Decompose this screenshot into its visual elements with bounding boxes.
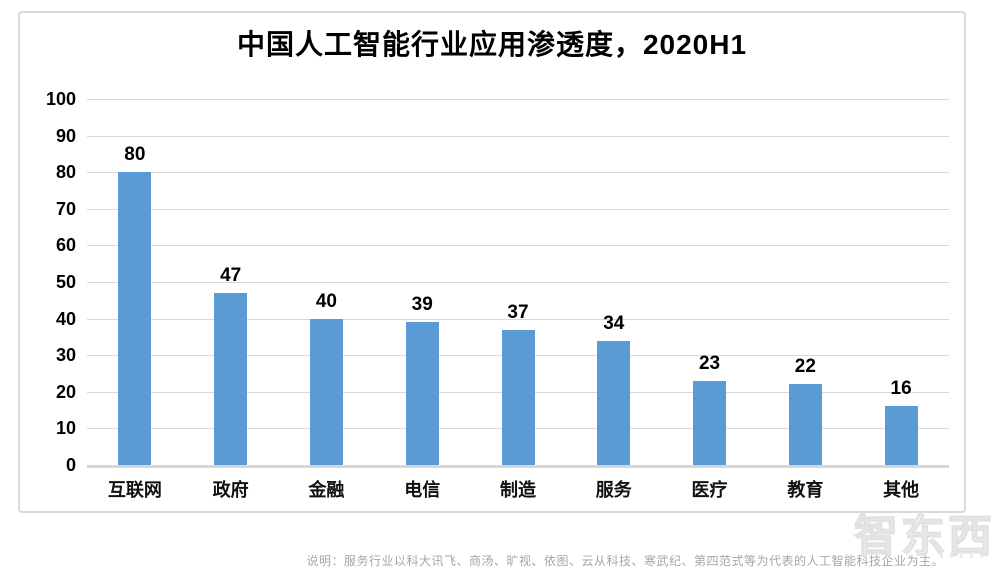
x-axis-label: 电信 xyxy=(404,480,441,500)
bar-教育 xyxy=(788,384,822,465)
y-axis-label: 0 xyxy=(65,455,76,475)
y-axis-label: 90 xyxy=(55,125,76,146)
bar-value-label: 80 xyxy=(124,144,146,166)
watermark-dots-decoration xyxy=(940,552,990,558)
y-axis-label: 10 xyxy=(55,418,76,439)
bar-互联网 xyxy=(118,172,152,465)
gridline-70 xyxy=(87,208,949,210)
bar-value-label: 16 xyxy=(890,378,912,400)
y-axis-label: 60 xyxy=(55,235,76,256)
bar-value-label: 22 xyxy=(794,356,816,378)
x-axis-label: 其他 xyxy=(883,480,920,500)
y-axis-label: 40 xyxy=(55,308,76,329)
gridline-50 xyxy=(87,282,949,283)
x-axis-label: 教育 xyxy=(787,480,824,500)
y-axis-label: 30 xyxy=(55,345,76,366)
x-axis-label: 医疗 xyxy=(691,480,728,500)
bar-value-label: 37 xyxy=(507,301,529,323)
y-axis-label: 50 xyxy=(55,272,76,292)
bar-value-label: 40 xyxy=(315,290,337,312)
bar-服务 xyxy=(597,340,631,465)
x-axis-label: 制造 xyxy=(500,480,536,500)
x-axis-label: 互联网 xyxy=(107,480,162,500)
bar-value-label: 47 xyxy=(220,264,242,286)
y-axis-label: 70 xyxy=(55,198,76,219)
chart-title: 中国人工智能行业应用渗透度，2020H1 xyxy=(236,29,748,60)
bar-政府 xyxy=(214,292,248,465)
gridline-40 xyxy=(87,318,949,320)
bar-电信 xyxy=(405,322,439,465)
gridline-60 xyxy=(87,245,949,247)
y-axis-label: 100 xyxy=(45,89,76,109)
gridline-90 xyxy=(87,135,949,137)
gridline-100 xyxy=(87,99,949,100)
bar-value-label: 23 xyxy=(698,352,721,374)
bar-其他 xyxy=(884,406,918,465)
bar-医疗 xyxy=(693,380,727,465)
y-axis-label: 80 xyxy=(55,162,76,183)
gridline-80 xyxy=(87,172,949,174)
x-axis-label: 政府 xyxy=(212,480,249,500)
bar-value-label: 34 xyxy=(603,312,625,334)
chart-frame: 中国人工智能行业应用渗透度，2020H1 80 47 40 39 37 34 23 22 16 … xyxy=(18,11,966,513)
bar-制造 xyxy=(501,329,535,465)
plot-area: 80 47 40 39 37 34 23 22 16 xyxy=(87,99,949,468)
bar-金融 xyxy=(309,318,343,465)
x-axis-label: 服务 xyxy=(595,480,632,500)
x-axis-line xyxy=(87,465,949,468)
x-axis-label: 金融 xyxy=(308,480,345,500)
bar-value-label: 39 xyxy=(411,294,433,316)
y-axis-label: 20 xyxy=(55,381,76,402)
chart-footnote: 说明：服务行业以科大讯飞、商汤、旷视、依图、云从科技、寒武纪、第四范式等为代表的… xyxy=(306,554,944,568)
